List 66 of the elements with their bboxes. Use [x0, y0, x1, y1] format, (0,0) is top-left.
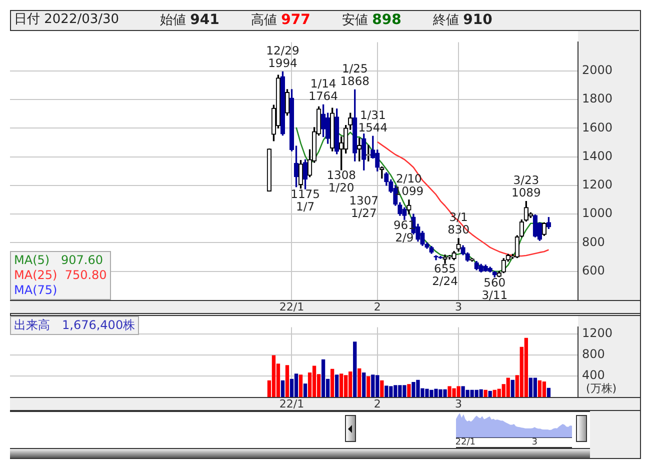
text: 安値 898 — [342, 12, 402, 28]
x-tick-label: 22/1 — [455, 438, 476, 448]
text: 始値 941 — [160, 12, 220, 28]
annotation: 560 3/11 — [482, 275, 508, 302]
text: MA(25) 750.80 — [14, 268, 107, 283]
bar — [303, 384, 308, 397]
bar — [533, 378, 538, 397]
bar — [362, 372, 366, 397]
bar — [538, 380, 542, 397]
bar — [366, 376, 370, 397]
y-tick-label: 1000 — [582, 206, 613, 220]
bar — [340, 374, 344, 397]
text: 終値 910 — [433, 12, 492, 28]
bar — [272, 355, 276, 397]
annotation: 1307 1/27 — [349, 193, 379, 220]
bar — [546, 388, 551, 397]
y-tick-label: 1200 — [582, 326, 613, 340]
x-tick-label: 22/1 — [279, 397, 304, 410]
bar — [407, 384, 411, 397]
bar — [488, 390, 492, 397]
bar — [358, 368, 362, 397]
bar — [542, 381, 546, 397]
annotation: 1308 1/20 — [326, 168, 356, 195]
bar — [312, 366, 316, 397]
x-tick-label: 2 — [374, 397, 381, 410]
y-tick-label: 1600 — [582, 120, 613, 134]
x-tick-label: 3 — [532, 438, 538, 448]
y-axis-title: (万株) — [586, 381, 617, 396]
x-tick-label: 22/1 — [279, 300, 304, 314]
bar — [506, 378, 510, 397]
bar — [380, 380, 384, 397]
bar — [484, 390, 488, 397]
chart-title: 日付 2022/03/30 — [14, 11, 120, 29]
y-tick-label: 2000 — [582, 62, 613, 77]
bar — [371, 374, 375, 397]
y-tick-label: 1400 — [582, 148, 613, 163]
y-tick-label: 600 — [582, 263, 605, 278]
y-tick-label: 400 — [582, 368, 605, 382]
y-tick-label: 1200 — [582, 178, 613, 192]
annotation: 12/29 1994 — [266, 43, 300, 70]
chart-title: 出来高 1,676,400株 — [10, 316, 140, 335]
text: 高値 977 — [251, 12, 310, 28]
bar — [510, 380, 514, 397]
bar — [353, 342, 357, 397]
annotation: 655 2/24 — [432, 262, 458, 288]
bar — [298, 374, 303, 397]
bar — [280, 380, 285, 397]
y-tick-label: 1800 — [582, 92, 613, 106]
bar — [330, 368, 334, 397]
x-tick-label: 3 — [455, 397, 462, 410]
annotation: 1/14 1764 — [308, 76, 338, 103]
bar — [334, 374, 339, 397]
bar — [294, 374, 298, 397]
legend-label: MA(75) — [14, 283, 58, 298]
bar — [524, 338, 528, 397]
annotation: 3/23 1089 — [512, 173, 541, 200]
y-tick-label: 800 — [582, 347, 605, 362]
bar — [321, 359, 326, 397]
annotation: 1/31 1544 — [358, 108, 388, 134]
bar — [285, 365, 290, 397]
x-tick-label: 2 — [374, 300, 381, 314]
x-tick-label: 3 — [455, 300, 462, 314]
annotation: 1175 1/7 — [290, 187, 320, 214]
y-tick-label: 800 — [582, 234, 605, 249]
text: MA(5) 907.60 — [14, 253, 104, 268]
annotation: 1/25 1868 — [340, 61, 370, 88]
